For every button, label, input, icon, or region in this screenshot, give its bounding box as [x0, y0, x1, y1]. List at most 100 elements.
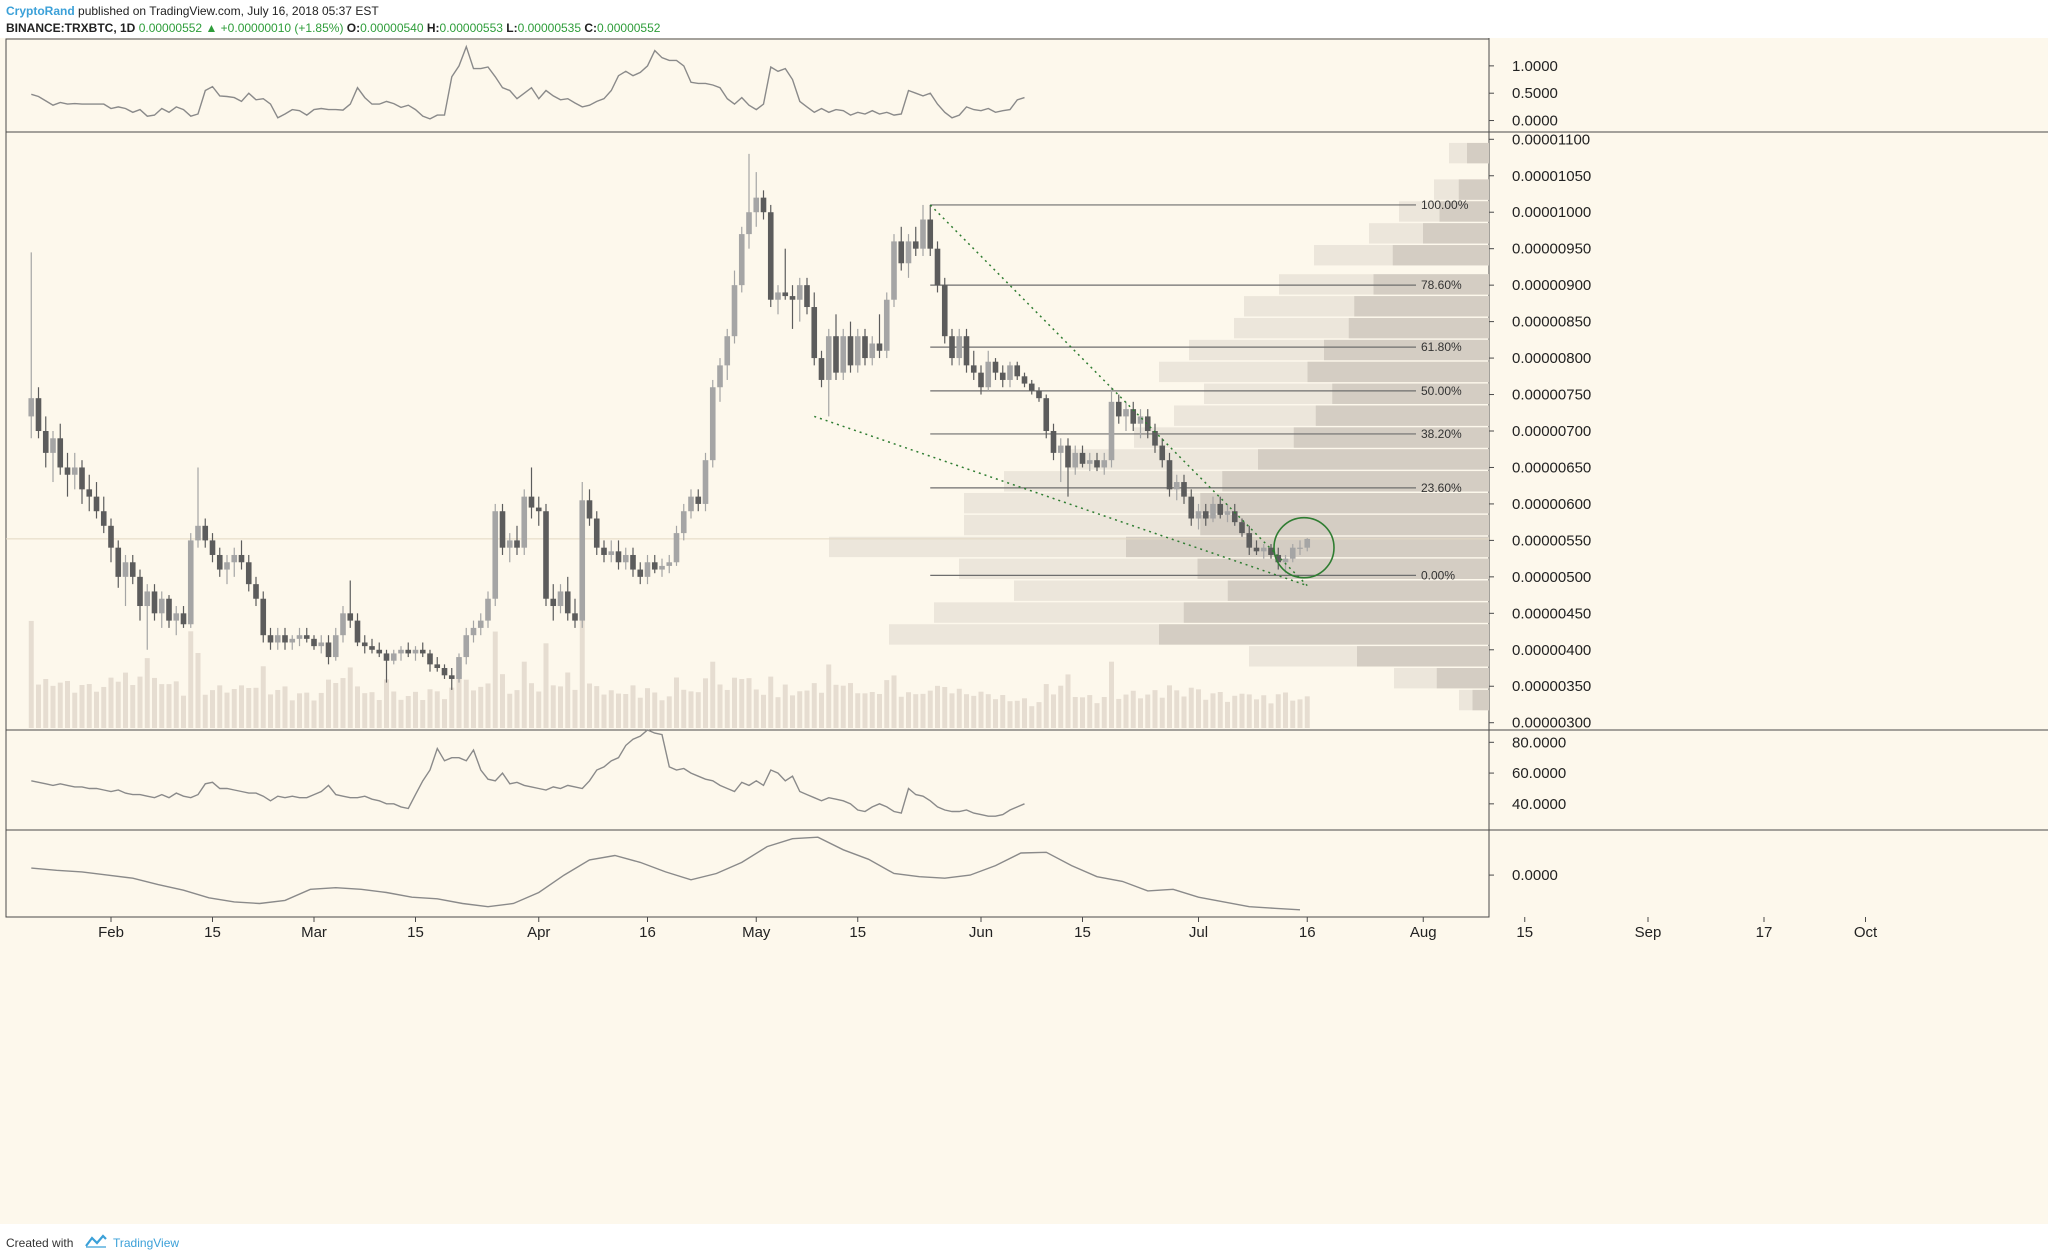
- candle-body: [434, 664, 441, 669]
- volume-bar: [442, 699, 447, 728]
- volume-bar: [434, 691, 440, 728]
- price-tick-label: 0.00000350: [1512, 678, 1591, 695]
- candle-body: [883, 299, 890, 351]
- volume-bar: [753, 689, 759, 728]
- osc-tick-label: 0.0000: [1512, 113, 1558, 130]
- time-tick-label: Feb: [98, 924, 124, 941]
- time-tick-label: Jun: [969, 924, 993, 941]
- volume-bar: [956, 688, 962, 728]
- volume-profile-bar-buy: [1293, 427, 1489, 448]
- volume-bar: [173, 681, 179, 728]
- candle-body: [361, 642, 368, 647]
- candle-body: [1289, 547, 1296, 559]
- volume-bar: [819, 692, 824, 728]
- volume-bar: [848, 683, 853, 728]
- volume-bar: [833, 684, 839, 728]
- volume-bar: [1174, 690, 1180, 728]
- candle-body: [1304, 538, 1311, 548]
- price-tick-label: 0.00000450: [1512, 605, 1591, 622]
- volume-bar: [1181, 696, 1187, 728]
- candle-body: [869, 343, 876, 359]
- volume-bar: [159, 684, 165, 728]
- candle-body: [216, 554, 223, 570]
- price-tick-label: 0.00000550: [1512, 532, 1591, 549]
- candle-body: [891, 241, 897, 300]
- candle-body: [1130, 409, 1137, 424]
- volume-bar: [224, 692, 230, 728]
- fib-level-label: 0.00%: [1421, 568, 1455, 582]
- volume-bar: [101, 686, 107, 728]
- chart-header: CryptoRand published on TradingView.com,…: [0, 0, 2048, 38]
- candle-body: [775, 292, 781, 300]
- fib-level-label: 50.00%: [1421, 384, 1462, 398]
- volume-bar: [391, 691, 397, 728]
- candle-body: [499, 511, 506, 548]
- candle-body: [253, 584, 259, 599]
- volume-bar: [210, 690, 215, 728]
- candle-body: [666, 562, 673, 566]
- volume-bar: [369, 692, 375, 728]
- candle-body: [303, 635, 310, 639]
- volume-bar: [152, 677, 157, 728]
- volume-bar: [739, 679, 745, 728]
- candle-body: [463, 635, 470, 658]
- volume-bar: [790, 695, 795, 728]
- volume-bar: [413, 691, 418, 728]
- candle-body: [144, 591, 151, 607]
- candle-body: [557, 591, 564, 607]
- volume-bar: [688, 691, 694, 728]
- volume-bar: [253, 687, 259, 728]
- osc-tick-label: 80.0000: [1512, 734, 1566, 751]
- candle-body: [709, 387, 716, 461]
- volume-profile-bar-buy: [1332, 383, 1489, 404]
- candle-body: [702, 460, 709, 504]
- volume-bar: [1254, 699, 1259, 728]
- tradingview-brand-link[interactable]: TradingView: [113, 1236, 180, 1250]
- candle-body: [441, 668, 448, 676]
- candle-body: [1123, 409, 1129, 417]
- candle-body: [1210, 503, 1216, 519]
- time-tick-label: Sep: [1635, 924, 1662, 941]
- volume-bar: [398, 699, 404, 728]
- volume-bar: [1101, 697, 1107, 728]
- volume-bar: [181, 695, 186, 728]
- volume-bar: [1130, 690, 1136, 728]
- volume-bar: [362, 693, 368, 728]
- candle-body: [1159, 445, 1166, 461]
- volume-bar: [782, 684, 788, 728]
- bottom-oscillator-line: [31, 836, 1301, 911]
- candle-body: [550, 598, 557, 607]
- candle-body: [782, 292, 789, 297]
- candle-body: [695, 496, 702, 504]
- volume-bar: [86, 684, 92, 728]
- candle-body: [1108, 401, 1115, 461]
- candle-body: [42, 431, 49, 453]
- volume-bar: [1239, 693, 1245, 728]
- volume-bar: [1109, 661, 1114, 728]
- fib-level-label: 38.20%: [1421, 427, 1462, 441]
- candle-body: [543, 511, 549, 599]
- volume-bar: [913, 694, 919, 728]
- candle-body: [680, 511, 687, 534]
- volume-bar: [674, 677, 679, 728]
- author-link[interactable]: CryptoRand: [6, 4, 75, 18]
- time-tick-label: Mar: [301, 924, 327, 941]
- volume-bar: [681, 689, 687, 728]
- candle-body: [847, 336, 854, 366]
- price-tick-label: 0.00000750: [1512, 387, 1591, 404]
- candle-body: [586, 500, 593, 519]
- candle-body: [1224, 511, 1231, 515]
- candle-body: [289, 638, 296, 643]
- candle-body: [64, 467, 71, 475]
- volume-bar: [50, 685, 56, 728]
- volume-bar: [1029, 706, 1035, 728]
- volume-bar: [144, 658, 150, 728]
- volume-bar: [927, 690, 933, 728]
- volume-bar: [710, 661, 716, 728]
- volume-profile-bar-buy: [1458, 179, 1489, 200]
- candle-body: [383, 653, 390, 661]
- price-tick-label: 0.00000850: [1512, 314, 1591, 331]
- candle-body: [1260, 547, 1267, 552]
- time-tick-label: May: [742, 924, 771, 941]
